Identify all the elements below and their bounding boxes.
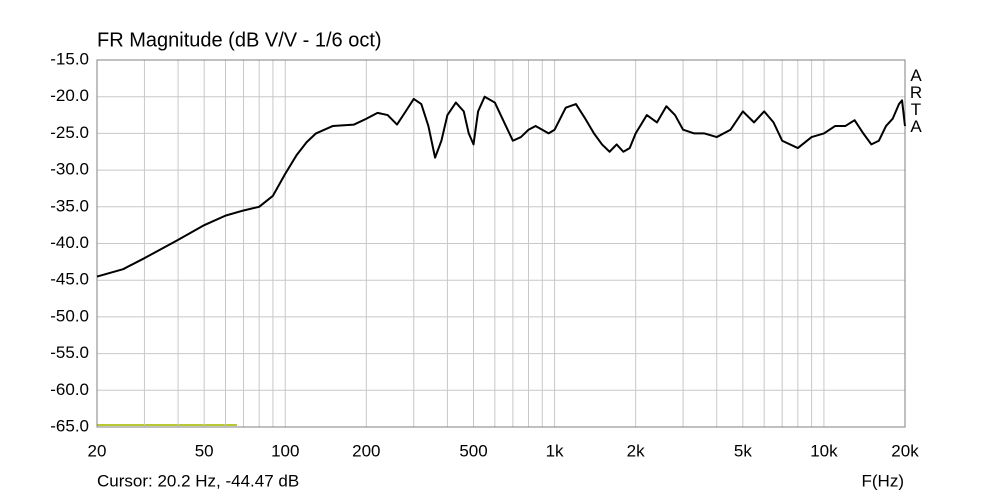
y-tick-label: -35.0	[50, 196, 89, 215]
x-tick-label: 20k	[891, 441, 919, 460]
chart-title: FR Magnitude (dB V/V - 1/6 oct)	[97, 29, 382, 51]
x-tick-label: 5k	[734, 441, 752, 460]
y-tick-label: -65.0	[50, 416, 89, 435]
y-tick-label: -30.0	[50, 160, 89, 179]
x-tick-label: 10k	[810, 441, 838, 460]
y-tick-label: -55.0	[50, 343, 89, 362]
x-tick-label: 100	[271, 441, 299, 460]
x-tick-label: 500	[459, 441, 487, 460]
plot-frame	[96, 59, 906, 428]
cursor-readout: Cursor: 20.2 Hz, -44.47 dB	[97, 471, 299, 490]
y-tick-label: -60.0	[50, 380, 89, 399]
y-tick-label: -25.0	[50, 123, 89, 142]
fr-curve	[96, 95, 906, 278]
y-tick-label: -50.0	[50, 306, 89, 325]
y-tick-label: -45.0	[50, 270, 89, 289]
y-tick-label: -15.0	[50, 49, 89, 68]
x-tick-label: 2k	[627, 441, 645, 460]
x-tick-label: 20	[88, 441, 107, 460]
y-tick-label: -20.0	[50, 86, 89, 105]
x-axis-label: F(Hz)	[862, 471, 904, 490]
x-tick-label: 1k	[546, 441, 564, 460]
x-tick-label: 200	[352, 441, 380, 460]
x-tick-label: 50	[195, 441, 214, 460]
watermark: ARTA	[907, 66, 926, 134]
y-tick-label: -40.0	[50, 233, 89, 252]
